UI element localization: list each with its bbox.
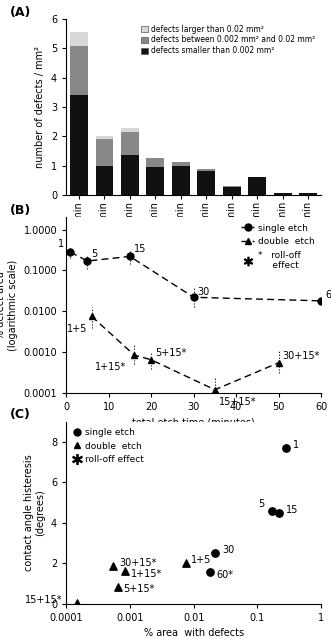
Text: 15+15*: 15+15*: [24, 595, 62, 605]
Bar: [198, 169, 215, 171]
Bar: [121, 155, 139, 195]
Text: 5: 5: [258, 498, 264, 509]
Text: 30+15*: 30+15*: [119, 558, 156, 569]
Point: [111, 561, 116, 571]
Legend: single etch, double  etch, roll-off effect: single etch, double etch, roll-off effec…: [71, 426, 146, 466]
Text: (A): (A): [10, 6, 31, 19]
Point: [276, 507, 282, 518]
Point: [283, 443, 289, 453]
Text: 15: 15: [286, 505, 299, 515]
X-axis label: total etch time (minutes): total etch time (minutes): [132, 417, 255, 427]
Y-axis label: number of defects / mm²: number of defects / mm²: [35, 46, 45, 168]
Bar: [198, 171, 215, 195]
Text: 1: 1: [293, 440, 299, 450]
Legend: defects larger than 0.02 mm², defects between 0.002 mm² and 0.02 mm², defects sm: defects larger than 0.02 mm², defects be…: [139, 23, 317, 57]
Bar: [223, 187, 241, 195]
Bar: [96, 136, 113, 139]
Bar: [249, 178, 266, 195]
Point: [123, 566, 128, 576]
Text: 5: 5: [92, 249, 98, 259]
Text: 1+5: 1+5: [67, 324, 87, 334]
Bar: [172, 166, 190, 195]
Y-axis label: contact angle histeresis
(degrees): contact angle histeresis (degrees): [24, 454, 45, 571]
Bar: [121, 128, 139, 132]
Text: 30: 30: [222, 545, 235, 555]
Bar: [96, 166, 113, 195]
Point: [269, 505, 275, 516]
Point: [115, 581, 120, 592]
Legend: single etch, double  etch, *   roll-off
     effect: single etch, double etch, * roll-off eff…: [239, 222, 316, 272]
Text: 30: 30: [198, 286, 210, 296]
Point: [75, 597, 80, 608]
Bar: [147, 167, 164, 195]
Point: [213, 548, 218, 558]
Point: [207, 567, 213, 578]
Bar: [274, 193, 292, 195]
Bar: [70, 45, 88, 95]
Text: 60*: 60*: [217, 570, 234, 580]
Text: 30+15*: 30+15*: [283, 351, 320, 360]
Text: 15: 15: [134, 244, 146, 254]
Text: 1: 1: [58, 238, 64, 249]
Text: 60*: 60*: [325, 290, 331, 300]
Text: 1+15*: 1+15*: [131, 569, 162, 579]
Text: (B): (B): [10, 204, 31, 217]
Text: 5+15*: 5+15*: [123, 584, 155, 594]
Bar: [70, 95, 88, 195]
Text: 1+15*: 1+15*: [95, 362, 126, 373]
Text: 1+5: 1+5: [191, 555, 212, 566]
Bar: [70, 33, 88, 45]
Bar: [121, 132, 139, 155]
Bar: [96, 139, 113, 166]
Text: 5+15*: 5+15*: [155, 348, 187, 358]
X-axis label: % area  with defects: % area with defects: [144, 628, 244, 638]
Text: 15+15*: 15+15*: [219, 397, 257, 407]
Bar: [147, 158, 164, 167]
Point: [183, 558, 188, 569]
Bar: [300, 193, 317, 195]
Text: (C): (C): [10, 408, 31, 421]
Bar: [172, 162, 190, 166]
Y-axis label: % defect area
(logarithmic scale): % defect area (logarithmic scale): [0, 259, 18, 351]
